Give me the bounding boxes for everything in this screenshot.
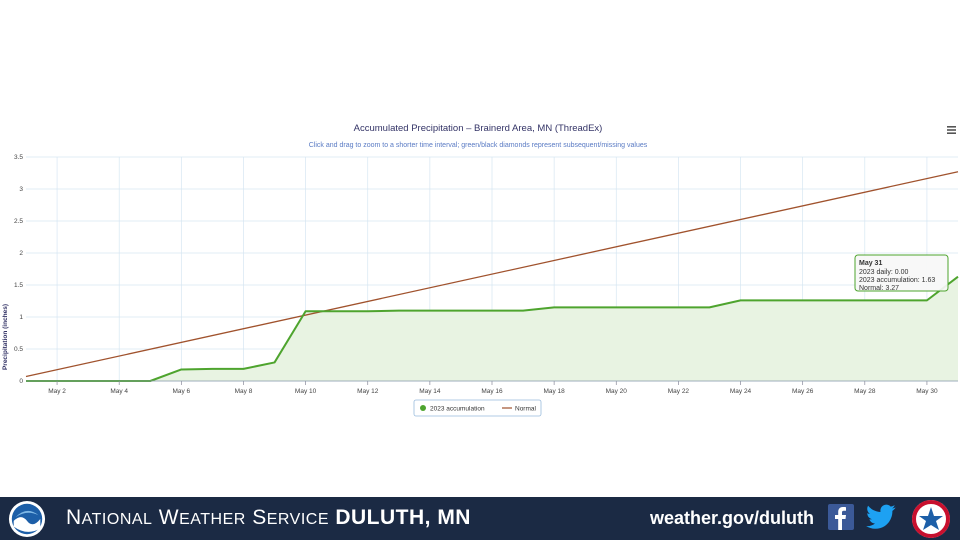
y-tick-label: 2 <box>19 250 23 257</box>
x-tick-label: May 8 <box>235 388 253 395</box>
chart-subtitle: Click and drag to zoom to a shorter time… <box>309 142 648 149</box>
legend-2023-label[interactable]: 2023 accumulation <box>430 406 485 413</box>
x-tick-label: May 26 <box>792 388 814 395</box>
office-name: DULUTH, MN <box>335 506 471 529</box>
x-tick-label: May 24 <box>730 388 752 395</box>
nws-office-title: NATIONAL WEATHER SERVICE DULUTH, MN <box>66 506 471 530</box>
org-word-1-rest: ATIONAL <box>81 511 153 528</box>
x-tick-label: May 14 <box>419 388 441 395</box>
website-url[interactable]: weather.gov/duluth <box>650 508 815 528</box>
precipitation-chart[interactable]: Accumulated Precipitation – Brainerd Are… <box>0 112 960 424</box>
facebook-icon[interactable] <box>828 504 854 530</box>
accumulation-area <box>26 276 958 381</box>
tooltip-normal: Normal: 3.27 <box>859 285 899 292</box>
y-axis-title: Precipitation (inches) <box>2 304 9 370</box>
noaa-logo-icon <box>8 500 46 538</box>
x-tick-label: May 6 <box>172 388 190 395</box>
org-word-2-rest: EATHER <box>179 511 246 528</box>
org-word-3-initial: S <box>252 506 267 529</box>
nws-logo-icon <box>912 500 950 538</box>
tooltip-accumulation: 2023 accumulation: 1.63 <box>859 277 935 284</box>
y-tick-label: 3.5 <box>14 154 23 161</box>
series-line[interactable] <box>26 275 959 382</box>
legend[interactable]: 2023 accumulation Normal <box>413 399 542 417</box>
y-tick-label: 0 <box>19 378 23 385</box>
x-tick-label: May 18 <box>543 388 565 395</box>
x-tick-label: May 10 <box>295 388 317 395</box>
x-tick-label: May 4 <box>110 388 128 395</box>
hamburger-menu-icon[interactable] <box>947 126 956 134</box>
org-word-3-rest: ERVICE <box>266 511 329 528</box>
footer-banner: NATIONAL WEATHER SERVICE DULUTH, MN weat… <box>0 497 960 540</box>
tooltip: May 31 2023 daily: 0.00 2023 accumulatio… <box>854 254 949 292</box>
org-word-2-initial: W <box>158 506 180 529</box>
y-tick-label: 2.5 <box>14 218 23 225</box>
x-tick-label: May 22 <box>668 388 690 395</box>
series-line[interactable] <box>25 171 959 378</box>
x-tick-label: May 2 <box>48 388 66 395</box>
accumulation-fill <box>26 276 958 381</box>
org-word-1-initial: N <box>66 506 82 529</box>
chart-container[interactable]: Accumulated Precipitation – Brainerd Are… <box>0 112 960 424</box>
tooltip-daily: 2023 daily: 0.00 <box>859 269 909 276</box>
y-tick-label: 1 <box>19 314 23 321</box>
axes: 0 0.5 1 1.5 2 2.5 3 3.5 May 2 May 4 May 6 May 8 May … <box>14 154 958 395</box>
x-tick-label: May 28 <box>854 388 876 395</box>
legend-normal-label[interactable]: Normal <box>515 406 537 413</box>
chart-title: Accumulated Precipitation – Brainerd Are… <box>354 123 603 134</box>
y-tick-label: 1.5 <box>14 282 23 289</box>
x-tick-label: May 16 <box>481 388 503 395</box>
tooltip-date: May 31 <box>859 260 882 267</box>
twitter-icon[interactable] <box>866 503 896 531</box>
series-lines[interactable] <box>25 171 959 382</box>
x-tick-label: May 20 <box>606 388 628 395</box>
x-tick-label: May 30 <box>916 388 938 395</box>
y-tick-label: 3 <box>19 186 23 193</box>
y-tick-label: 0.5 <box>14 346 23 353</box>
legend-2023-marker <box>420 405 426 411</box>
x-tick-label: May 12 <box>357 388 379 395</box>
